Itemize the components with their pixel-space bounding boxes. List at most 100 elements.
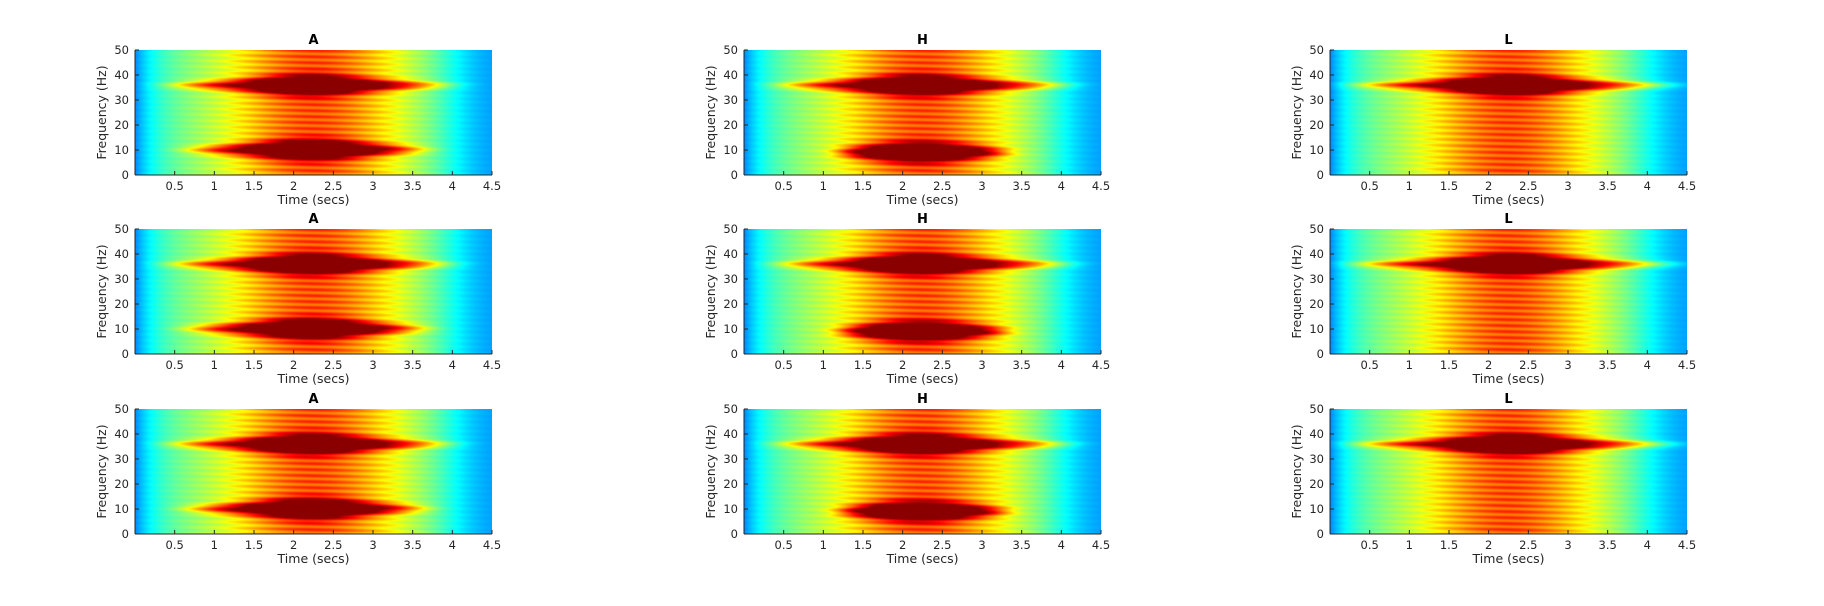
y-tick-label: 40 [1309, 427, 1324, 441]
y-tick-label: 30 [114, 452, 129, 466]
y-tick-label: 20 [723, 118, 738, 132]
y-tick-label: 30 [723, 452, 738, 466]
x-tick-label: 2 [899, 179, 906, 193]
y-tick-label: 30 [114, 93, 129, 107]
x-tick-label: 0.5 [775, 538, 793, 552]
x-tick-label: 1 [211, 538, 218, 552]
y-tick-label: 10 [114, 322, 129, 336]
x-tick-label: 4.5 [1092, 358, 1110, 372]
x-tick-label: 3 [369, 179, 376, 193]
panel-title: H [917, 33, 928, 48]
x-tick-label: 3 [1564, 179, 1571, 193]
x-axis-label: Time (secs) [886, 551, 959, 566]
y-tick-label: 0 [122, 168, 129, 182]
y-tick-label: 0 [1317, 347, 1324, 361]
y-tick-label: 20 [723, 477, 738, 491]
x-tick-label: 2.5 [1519, 358, 1537, 372]
y-tick-label: 40 [114, 68, 129, 82]
y-tick-label: 50 [114, 222, 129, 236]
y-tick-label: 20 [114, 297, 129, 311]
x-tick-label: 3.5 [1013, 538, 1031, 552]
y-tick-label: 50 [723, 222, 738, 236]
y-tick-label: 0 [1317, 527, 1324, 541]
x-tick-label: 1 [211, 179, 218, 193]
y-tick-label: 10 [1309, 143, 1324, 157]
spectrogram-heatmap [744, 50, 1101, 175]
x-tick-label: 1.5 [1440, 179, 1458, 193]
x-tick-label: 3.5 [1013, 179, 1031, 193]
y-tick-label: 30 [723, 272, 738, 286]
spectrogram-heatmap [135, 409, 492, 534]
x-axis-label: Time (secs) [277, 192, 350, 207]
x-tick-label: 3 [1564, 358, 1571, 372]
y-tick-label: 50 [114, 43, 129, 57]
spectrogram-heatmap [1330, 409, 1687, 534]
x-tick-label: 1.5 [854, 179, 872, 193]
y-tick-label: 0 [122, 527, 129, 541]
y-tick-label: 30 [114, 272, 129, 286]
x-tick-label: 4.5 [1092, 179, 1110, 193]
panel-title: L [1504, 392, 1512, 407]
spectrogram-panel: 0.5 1 1.5 2 2.5 3 3.5 4 4.5 0 10 20 30 40 50 L Time (sec… [1289, 212, 1696, 386]
y-tick-label: 20 [1309, 477, 1324, 491]
y-axis-label: Frequency (Hz) [1289, 65, 1304, 159]
y-tick-label: 10 [1309, 322, 1324, 336]
spectrogram-heatmap [135, 50, 492, 175]
x-tick-label: 4 [1644, 179, 1651, 193]
panel-title: H [917, 392, 928, 407]
spectrogram-panel: 0.5 1 1.5 2 2.5 3 3.5 4 4.5 0 10 20 30 40 50 L Time (sec… [1289, 392, 1696, 566]
panel-title: A [308, 33, 318, 48]
x-tick-label: 3 [978, 538, 985, 552]
spectrogram-panel: 0.5 1 1.5 2 2.5 3 3.5 4 4.5 0 10 20 30 40 50 A Time (sec… [94, 392, 501, 566]
x-tick-label: 0.5 [775, 179, 793, 193]
y-tick-label: 50 [1309, 43, 1324, 57]
x-tick-label: 2.5 [933, 358, 951, 372]
y-tick-label: 50 [1309, 402, 1324, 416]
x-tick-label: 0.5 [166, 538, 184, 552]
x-tick-label: 3.5 [1013, 358, 1031, 372]
y-axis-label: Frequency (Hz) [1289, 244, 1304, 338]
x-tick-label: 3 [1564, 538, 1571, 552]
y-tick-label: 40 [723, 247, 738, 261]
x-tick-label: 4 [449, 538, 456, 552]
y-tick-label: 10 [114, 143, 129, 157]
x-tick-label: 4.5 [483, 538, 501, 552]
x-tick-label: 4 [1644, 358, 1651, 372]
x-tick-label: 1.5 [1440, 538, 1458, 552]
x-tick-label: 0.5 [1361, 179, 1379, 193]
x-tick-label: 4.5 [1092, 538, 1110, 552]
x-tick-label: 0.5 [775, 358, 793, 372]
x-tick-label: 2 [1485, 358, 1492, 372]
x-tick-label: 1.5 [245, 358, 263, 372]
y-axis-label: Frequency (Hz) [703, 244, 718, 338]
x-axis-label: Time (secs) [886, 192, 959, 207]
x-tick-label: 1 [1406, 538, 1413, 552]
x-tick-label: 2 [899, 538, 906, 552]
x-tick-label: 1.5 [854, 358, 872, 372]
y-tick-label: 30 [1309, 272, 1324, 286]
x-tick-label: 2 [1485, 538, 1492, 552]
x-tick-label: 4 [1058, 179, 1065, 193]
y-tick-label: 50 [1309, 222, 1324, 236]
y-tick-label: 40 [723, 68, 738, 82]
x-tick-label: 1.5 [854, 538, 872, 552]
x-tick-label: 1 [820, 538, 827, 552]
x-axis-label: Time (secs) [1472, 371, 1545, 386]
x-tick-label: 4.5 [1678, 538, 1696, 552]
x-tick-label: 4 [449, 179, 456, 193]
y-axis-label: Frequency (Hz) [94, 424, 109, 518]
y-tick-label: 40 [723, 427, 738, 441]
x-tick-label: 1 [1406, 358, 1413, 372]
x-tick-label: 2 [290, 358, 297, 372]
y-tick-label: 0 [731, 347, 738, 361]
x-tick-label: 0.5 [1361, 358, 1379, 372]
spectrogram-panel: 0.5 1 1.5 2 2.5 3 3.5 4 4.5 0 10 20 30 40 50 A Time (sec… [94, 33, 501, 207]
x-tick-label: 2 [290, 179, 297, 193]
x-tick-label: 1.5 [1440, 358, 1458, 372]
panel-title: H [917, 212, 928, 227]
y-tick-label: 0 [731, 168, 738, 182]
x-tick-label: 2.5 [1519, 538, 1537, 552]
spectrogram-panel: 0.5 1 1.5 2 2.5 3 3.5 4 4.5 0 10 20 30 40 50 L Time (sec… [1289, 33, 1696, 207]
y-tick-label: 20 [114, 118, 129, 132]
